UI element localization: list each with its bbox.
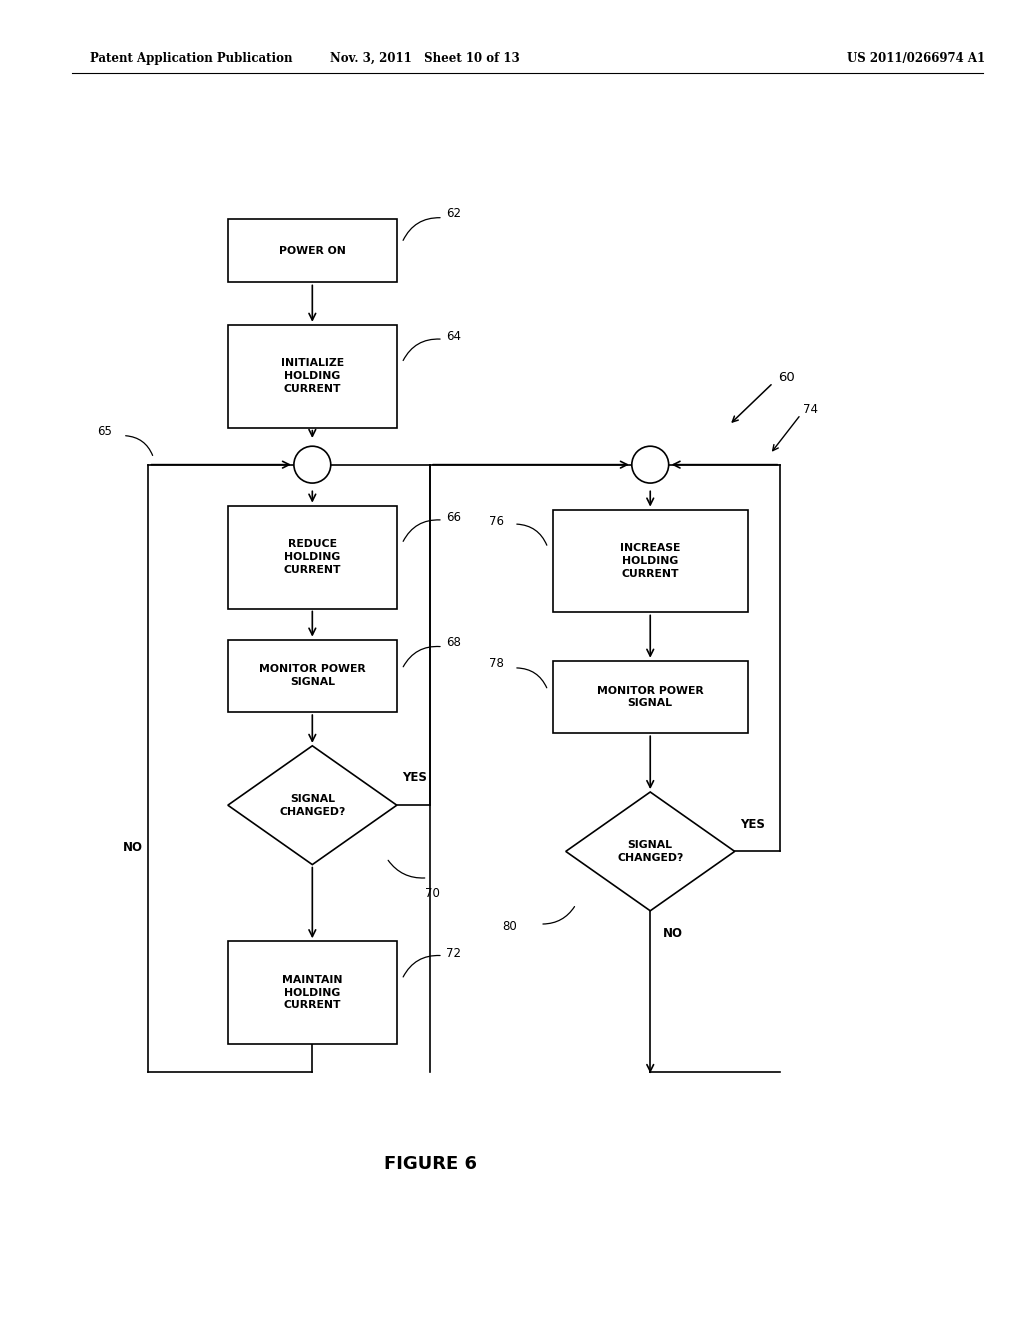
- Ellipse shape: [294, 446, 331, 483]
- FancyBboxPatch shape: [227, 640, 396, 713]
- Polygon shape: [565, 792, 735, 911]
- Text: SIGNAL
CHANGED?: SIGNAL CHANGED?: [280, 793, 345, 817]
- Text: Patent Application Publication: Patent Application Publication: [90, 51, 293, 65]
- Text: 70: 70: [426, 887, 440, 900]
- Text: US 2011/0266974 A1: US 2011/0266974 A1: [848, 51, 985, 65]
- Text: YES: YES: [739, 817, 765, 830]
- Text: 78: 78: [489, 657, 505, 671]
- FancyBboxPatch shape: [227, 325, 396, 428]
- Text: 76: 76: [489, 515, 505, 528]
- FancyBboxPatch shape: [227, 219, 396, 282]
- FancyBboxPatch shape: [553, 661, 748, 734]
- Text: REDUCE
HOLDING
CURRENT: REDUCE HOLDING CURRENT: [284, 540, 341, 574]
- Text: NO: NO: [663, 927, 683, 940]
- Text: 64: 64: [446, 330, 461, 343]
- Text: 74: 74: [803, 403, 818, 416]
- Text: 68: 68: [446, 636, 461, 649]
- Text: FIGURE 6: FIGURE 6: [384, 1155, 476, 1173]
- Text: YES: YES: [401, 771, 427, 784]
- Text: MAINTAIN
HOLDING
CURRENT: MAINTAIN HOLDING CURRENT: [282, 975, 343, 1010]
- FancyBboxPatch shape: [553, 510, 748, 612]
- Text: NO: NO: [123, 841, 143, 854]
- FancyBboxPatch shape: [227, 506, 396, 609]
- Text: MONITOR POWER
SIGNAL: MONITOR POWER SIGNAL: [259, 664, 366, 688]
- Ellipse shape: [632, 446, 669, 483]
- Text: 62: 62: [446, 207, 461, 220]
- FancyBboxPatch shape: [227, 941, 396, 1044]
- Polygon shape: [227, 746, 397, 865]
- Text: 65: 65: [97, 425, 113, 438]
- Text: 72: 72: [446, 946, 461, 960]
- Text: 66: 66: [446, 511, 461, 524]
- Text: 80: 80: [502, 920, 517, 933]
- Text: MONITOR POWER
SIGNAL: MONITOR POWER SIGNAL: [597, 685, 703, 709]
- Text: INCREASE
HOLDING
CURRENT: INCREASE HOLDING CURRENT: [621, 544, 680, 578]
- Text: Nov. 3, 2011   Sheet 10 of 13: Nov. 3, 2011 Sheet 10 of 13: [330, 51, 520, 65]
- Text: 60: 60: [778, 371, 795, 384]
- Text: POWER ON: POWER ON: [279, 246, 346, 256]
- Text: SIGNAL
CHANGED?: SIGNAL CHANGED?: [617, 840, 683, 863]
- Text: INITIALIZE
HOLDING
CURRENT: INITIALIZE HOLDING CURRENT: [281, 359, 344, 393]
